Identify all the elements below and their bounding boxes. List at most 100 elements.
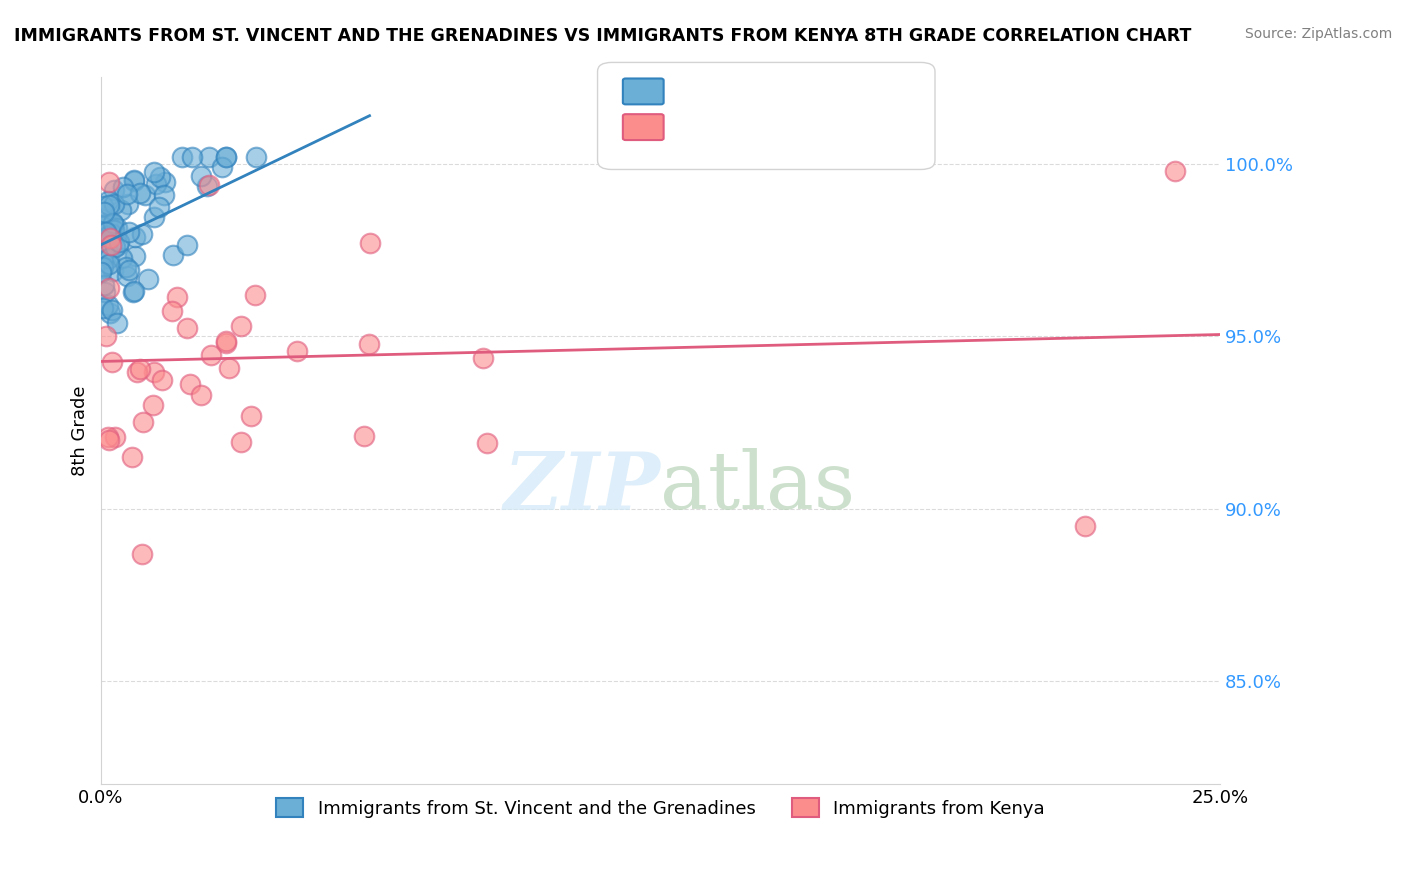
Point [181,150,204,164]
Point [190,388,212,402]
Point [103,223,125,237]
Point [134,187,156,202]
Point [100,238,122,252]
Point [122,173,145,187]
Point [190,169,212,184]
Text: N =: N = [763,82,803,100]
Point [118,262,141,277]
Legend: Immigrants from St. Vincent and the Grenadines, Immigrants from Kenya: Immigrants from St. Vincent and the Gren… [269,791,1052,825]
Point [97,175,120,189]
Point [93,277,115,292]
Point [143,365,166,379]
Point [91,260,114,274]
Text: IMMIGRANTS FROM ST. VINCENT AND THE GRENADINES VS IMMIGRANTS FROM KENYA 8TH GRAD: IMMIGRANTS FROM ST. VINCENT AND THE GREN… [14,27,1191,45]
Point [162,248,184,262]
Point [98,257,121,271]
Point [145,177,167,191]
Point [107,238,129,252]
Point [153,188,176,202]
Text: 73: 73 [799,82,824,100]
Point [93,285,115,299]
Point [93,199,115,213]
Text: R =: R = [668,118,707,136]
Point [215,150,238,164]
Text: atlas: atlas [661,449,855,526]
Point [1074,518,1097,533]
Point [143,165,166,179]
Point [115,268,138,283]
Point [231,434,253,449]
Point [142,398,165,412]
Point [170,150,193,164]
Point [179,377,201,392]
Point [97,281,120,295]
Point [90,265,112,279]
Point [103,183,125,197]
Point [117,186,139,201]
Point [97,430,120,444]
Text: Source: ZipAtlas.com: Source: ZipAtlas.com [1244,27,1392,41]
Point [104,430,127,444]
Point [131,547,153,561]
Point [96,248,118,262]
Point [117,197,139,211]
Point [150,373,173,387]
Text: ZIP: ZIP [503,449,661,526]
Point [285,344,308,359]
Point [136,272,159,286]
Point [148,200,170,214]
Point [197,178,219,193]
Point [110,202,132,217]
Point [215,150,238,164]
Point [98,251,121,265]
Point [129,186,152,200]
Point [114,260,136,274]
Point [122,174,145,188]
Point [131,227,153,242]
Point [90,260,112,275]
Point [105,221,128,235]
Point [162,304,184,318]
Point [166,290,188,304]
Point [96,329,118,343]
Point [101,355,124,369]
Point [477,436,499,450]
Point [118,226,141,240]
Point [124,230,146,244]
Point [98,434,121,448]
Y-axis label: 8th Grade: 8th Grade [72,385,89,476]
Point [211,160,233,174]
Point [91,234,114,248]
Point [104,240,127,254]
Point [98,231,121,245]
Point [105,316,128,330]
Point [240,409,263,423]
Point [103,217,125,231]
Point [96,242,118,256]
Point [218,361,240,376]
Point [176,238,198,252]
Point [149,169,172,184]
Point [93,204,115,219]
Point [198,178,221,192]
Point [245,150,267,164]
Point [97,215,120,229]
Point [101,216,124,230]
Point [96,225,118,239]
Point [132,415,155,429]
Point [97,194,120,209]
Point [98,306,121,320]
Point [94,225,117,239]
Point [128,362,150,376]
Text: R =: R = [668,82,707,100]
Point [229,318,252,333]
Point [103,264,125,278]
Point [103,197,125,211]
Point [111,252,134,266]
Point [176,320,198,334]
Text: 0.397: 0.397 [703,82,759,100]
Point [215,335,238,350]
Point [245,288,267,302]
Point [215,334,238,348]
Point [97,198,120,212]
